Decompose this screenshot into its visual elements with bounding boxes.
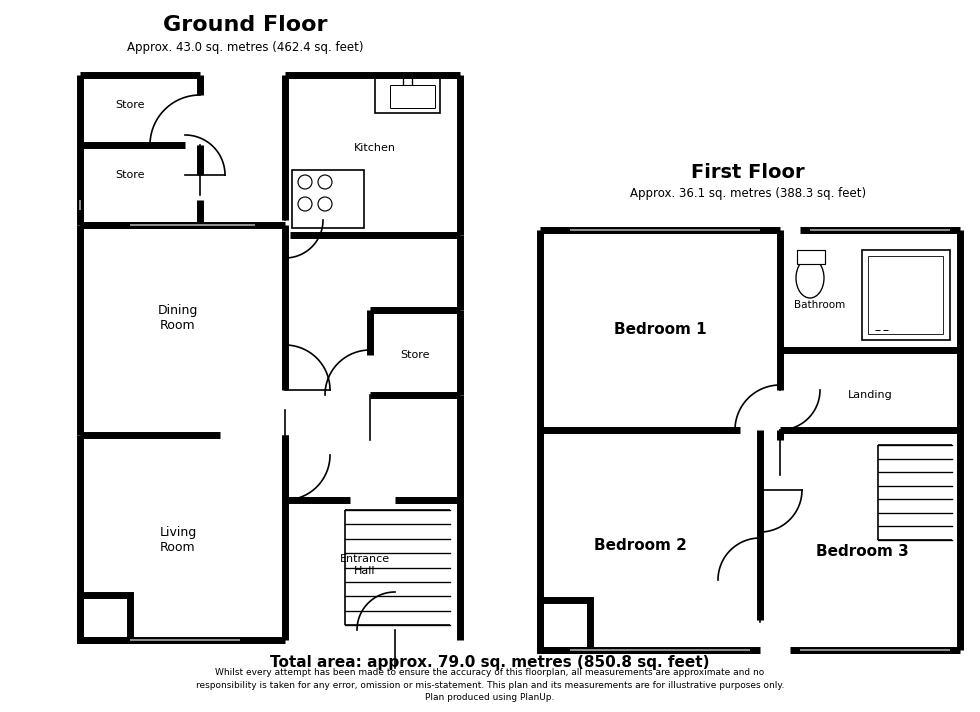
Circle shape (318, 197, 332, 211)
Bar (375, 78, 440, 113)
Text: Total area: approx. 79.0 sq. metres (850.8 sq. feet): Total area: approx. 79.0 sq. metres (850… (270, 656, 710, 671)
Text: Store: Store (116, 100, 145, 110)
Text: Living
Room: Living Room (160, 526, 197, 554)
Bar (540, 600, 590, 650)
Text: Whilst every attempt has been made to ensure the accuracy of this floorplan, all: Whilst every attempt has been made to en… (196, 668, 784, 702)
Text: Bedroom 3: Bedroom 3 (815, 545, 908, 560)
Text: Entrance
Hall: Entrance Hall (340, 554, 390, 576)
Text: Store: Store (116, 170, 145, 180)
Circle shape (298, 197, 312, 211)
Text: Bedroom 1: Bedroom 1 (613, 323, 707, 337)
Text: Kitchen: Kitchen (354, 143, 396, 153)
Bar (868, 256, 943, 334)
Bar (862, 250, 950, 340)
Ellipse shape (796, 258, 824, 298)
Bar (797, 250, 825, 264)
Text: Landing: Landing (848, 390, 893, 400)
Bar (80, 595, 130, 640)
Text: Store: Store (400, 350, 430, 360)
Text: First Floor: First Floor (691, 162, 805, 182)
Text: Bedroom 2: Bedroom 2 (594, 538, 686, 553)
Text: Approx. 43.0 sq. metres (462.4 sq. feet): Approx. 43.0 sq. metres (462.4 sq. feet) (126, 41, 364, 53)
Circle shape (318, 175, 332, 189)
Text: Ground Floor: Ground Floor (163, 15, 327, 35)
Text: Approx. 36.1 sq. metres (388.3 sq. feet): Approx. 36.1 sq. metres (388.3 sq. feet) (630, 187, 866, 199)
Bar (292, 170, 364, 228)
Text: Bathroom: Bathroom (795, 300, 846, 310)
Circle shape (298, 175, 312, 189)
Text: Dining
Room: Dining Room (158, 304, 198, 332)
